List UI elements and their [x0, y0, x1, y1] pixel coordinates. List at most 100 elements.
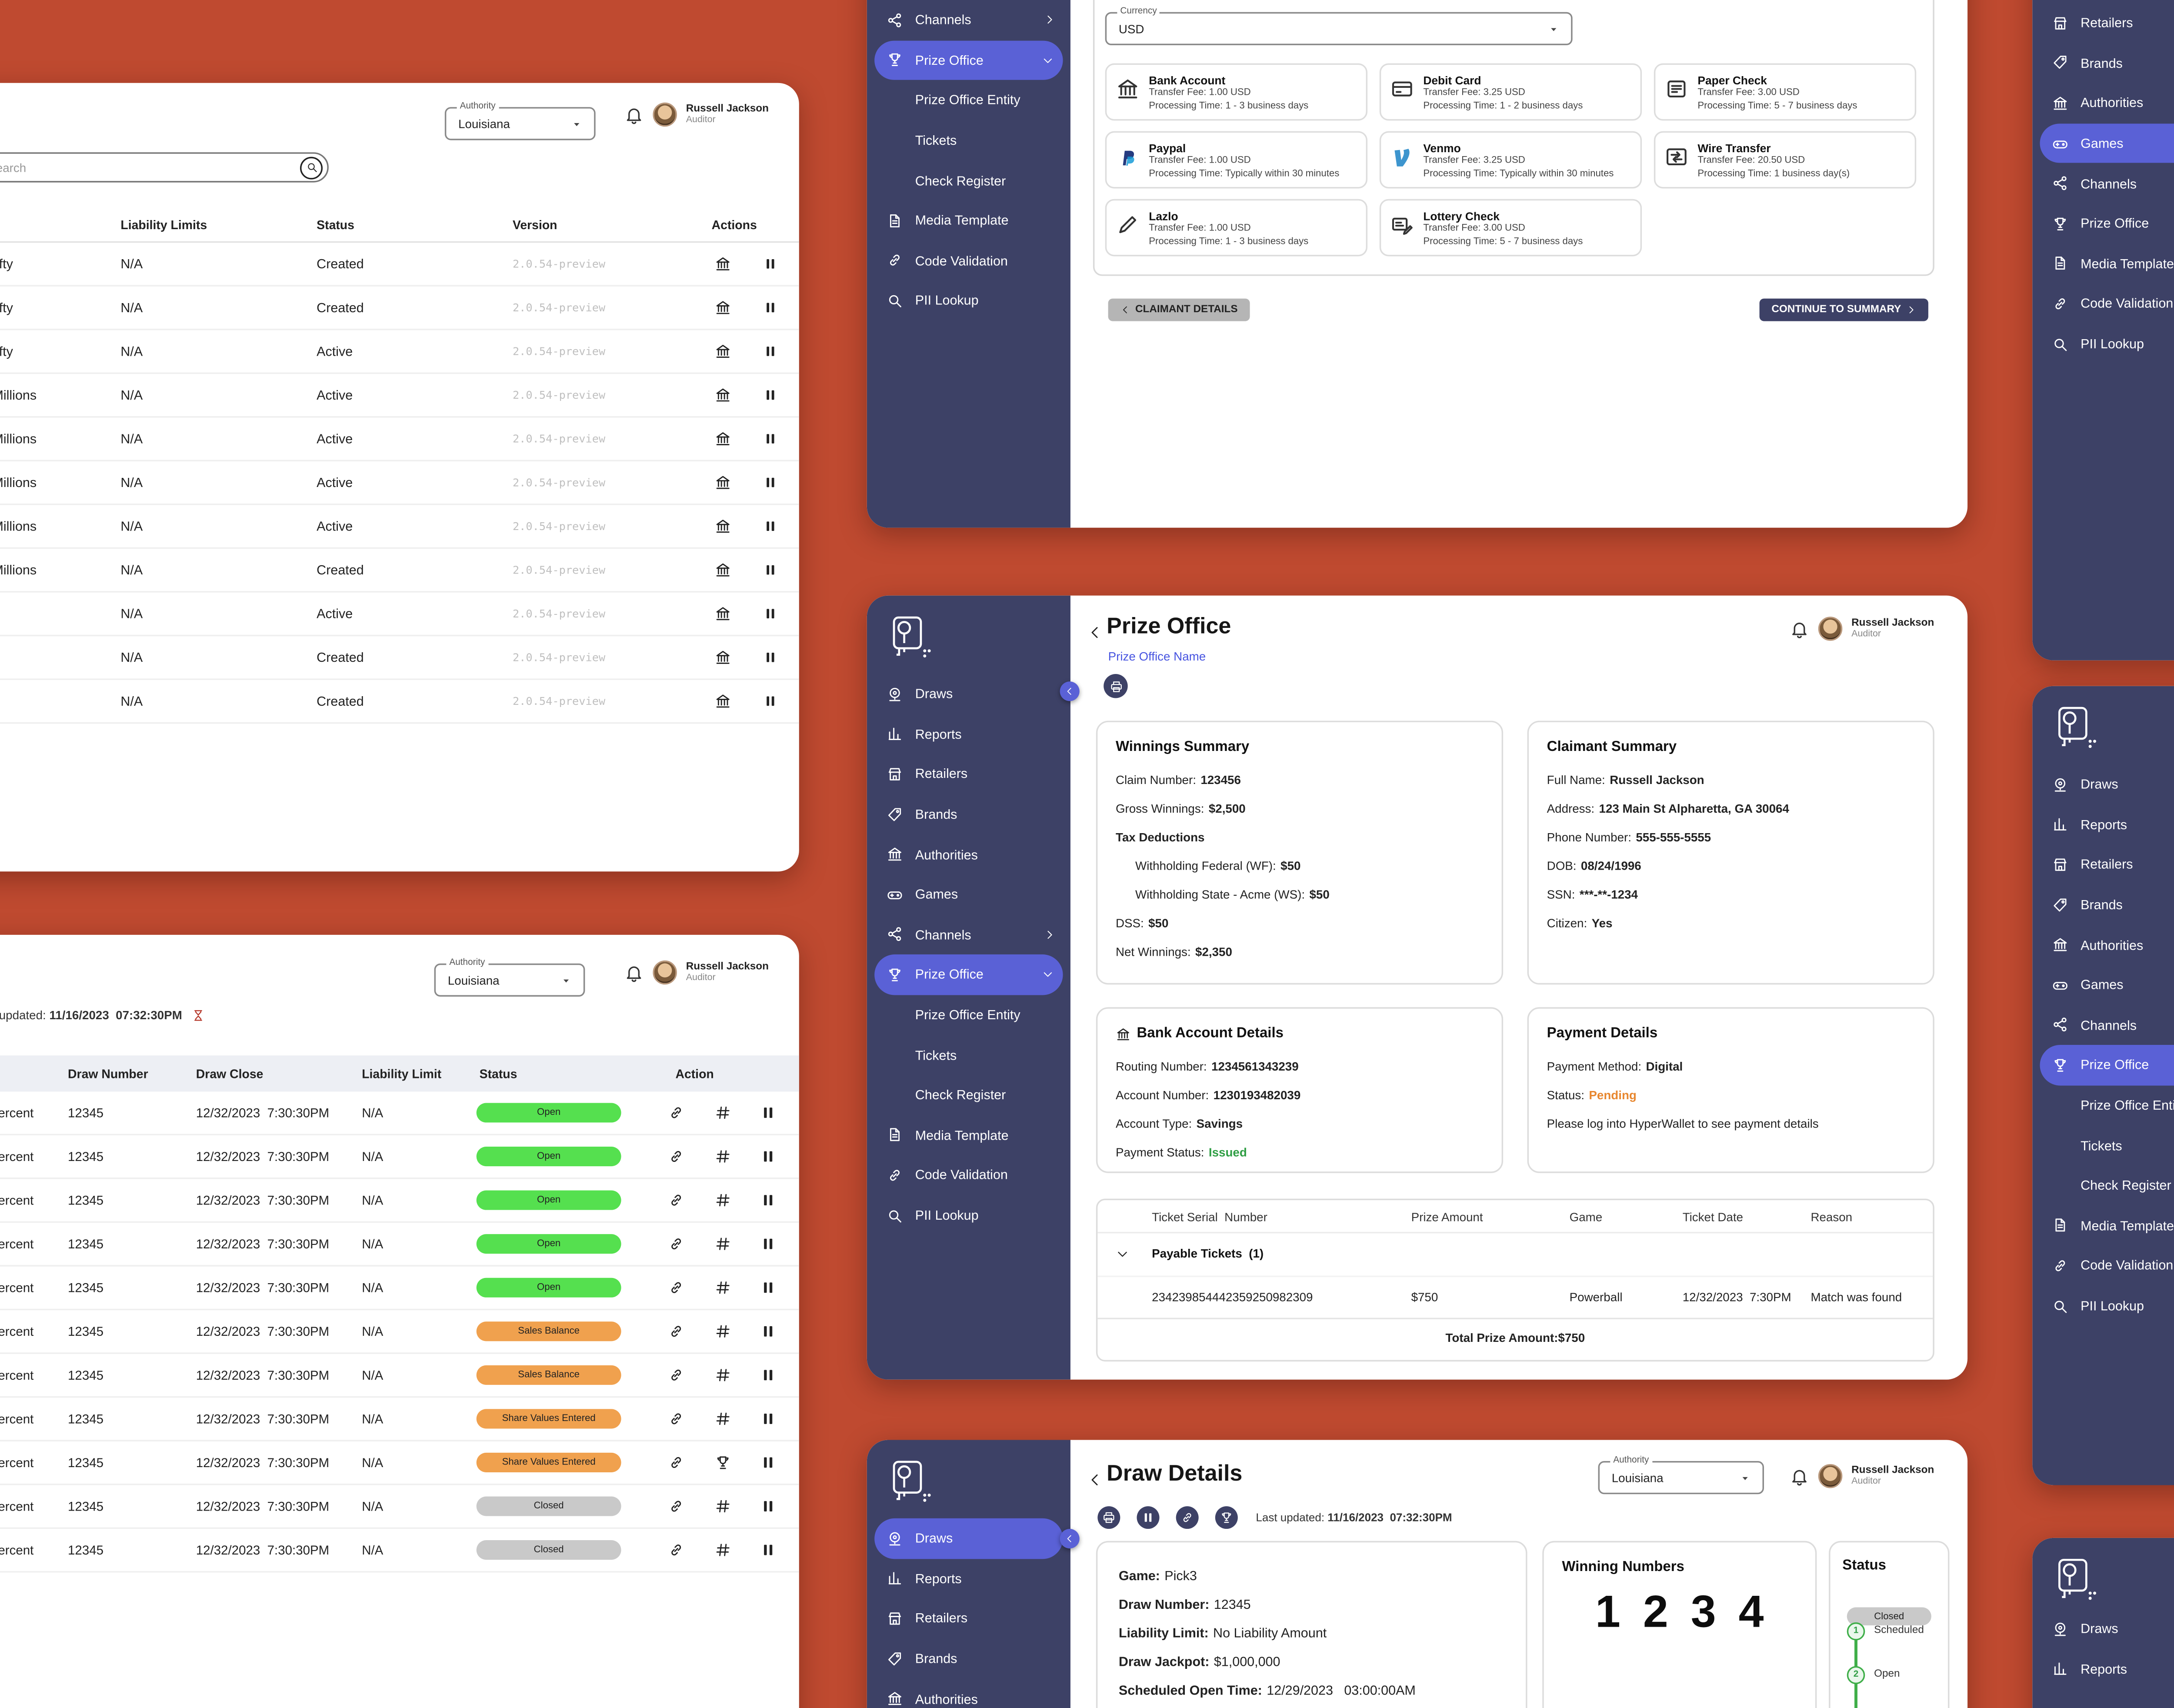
payment-method-card[interactable]: Paypal Transfer Fee: 1.00 USD Processing…	[1105, 131, 1368, 189]
bell-icon[interactable]	[624, 105, 644, 124]
user-menu[interactable]: Russell Jackson Auditor	[624, 102, 769, 127]
link-action-icon[interactable]	[668, 1411, 684, 1427]
authority-action-icon[interactable]	[715, 562, 731, 578]
sidebar-item[interactable]: Tickets	[867, 120, 1070, 160]
numbers-action-icon[interactable]	[715, 1323, 731, 1340]
sidebar-item[interactable]: Retailers	[2032, 3, 2174, 43]
sidebar-item[interactable]: Brands	[2032, 885, 2174, 925]
pause-action-icon[interactable]	[763, 256, 778, 271]
claimant-details-button[interactable]: CLAIMANT DETAILS	[1108, 298, 1250, 321]
authority-action-icon[interactable]	[715, 343, 731, 360]
sidebar-item[interactable]: Prize Office Entity	[2032, 1085, 2174, 1125]
payment-method-card[interactable]: Venmo Transfer Fee: 3.25 USD Processing …	[1379, 131, 1642, 189]
authority-action-icon[interactable]	[715, 256, 731, 272]
numbers-action-icon[interactable]	[715, 1148, 731, 1165]
expand-icon[interactable]	[1116, 1247, 1129, 1261]
sidebar-item[interactable]: Channels	[2032, 1005, 2174, 1045]
sidebar-item[interactable]: Reports	[2032, 1649, 2174, 1689]
link-action-icon[interactable]	[668, 1104, 684, 1121]
authority-action-icon[interactable]	[715, 649, 731, 666]
sidebar-item[interactable]: Authorities	[2032, 925, 2174, 965]
sidebar-item[interactable]: Brands	[867, 794, 1070, 834]
pause-action-icon[interactable]	[763, 606, 778, 621]
pause-action-icon[interactable]	[760, 1411, 777, 1427]
link-action-icon[interactable]	[668, 1323, 684, 1340]
numbers-action-icon[interactable]	[715, 1236, 731, 1252]
sidebar-item[interactable]: Prize Office	[874, 954, 1063, 995]
payment-method-card[interactable]: Debit Card Transfer Fee: 3.25 USD Proces…	[1379, 63, 1642, 121]
numbers-action-icon[interactable]	[715, 1454, 731, 1471]
sidebar-item[interactable]: Check Register	[867, 160, 1070, 200]
link-action-icon[interactable]	[668, 1542, 684, 1558]
avatar[interactable]	[1818, 1464, 1843, 1488]
authority-select[interactable]: Authority Louisiana	[444, 102, 596, 140]
sidebar-item[interactable]: Draws	[2032, 1609, 2174, 1649]
sidebar-item[interactable]: Channels	[867, 0, 1070, 40]
sidebar-item[interactable]: Reports	[867, 1558, 1070, 1598]
link-action-icon[interactable]	[668, 1367, 684, 1383]
authority-action-icon[interactable]	[715, 430, 731, 447]
sidebar-item[interactable]: Media Template	[2032, 1205, 2174, 1245]
sidebar-item[interactable]: Reports	[867, 714, 1070, 754]
pause-action-icon[interactable]	[760, 1542, 777, 1558]
sidebar-item[interactable]: Draws	[874, 1518, 1063, 1558]
authority-select[interactable]: Authority Louisiana	[1598, 1456, 1764, 1494]
sidebar-item[interactable]: Prize Office	[2040, 1045, 2174, 1085]
currency-select[interactable]: Currency USD	[1105, 7, 1573, 46]
payment-method-card[interactable]: Paper Check Transfer Fee: 3.00 USD Proce…	[1654, 63, 1917, 121]
sidebar-item[interactable]: Games	[2040, 123, 2174, 163]
sidebar-item[interactable]: Check Register	[867, 1075, 1070, 1115]
sidebar-item[interactable]: Retailers	[867, 754, 1070, 794]
sidebar-item[interactable]: Prize Office	[2032, 203, 2174, 244]
pause-action-icon[interactable]	[763, 431, 778, 447]
authority-select[interactable]: Authority Louisiana	[434, 959, 585, 997]
authority-action-icon[interactable]	[715, 387, 731, 403]
sidebar-collapse-button[interactable]	[1060, 1529, 1080, 1549]
payment-method-card[interactable]: Bank Account Transfer Fee: 1.00 USD Proc…	[1105, 63, 1368, 121]
sidebar-item[interactable]: Tickets	[867, 1035, 1070, 1075]
numbers-action-icon[interactable]	[715, 1411, 731, 1427]
link-action-icon[interactable]	[668, 1148, 684, 1165]
user-menu[interactable]: Russell Jackson Auditor	[624, 960, 769, 985]
authority-action-icon[interactable]	[715, 605, 731, 622]
pause-action-icon[interactable]	[763, 344, 778, 359]
sidebar-item[interactable]: Authorities	[867, 1679, 1070, 1708]
authority-action-icon[interactable]	[715, 518, 731, 534]
sidebar-item[interactable]: PII Lookup	[2032, 1286, 2174, 1326]
payment-method-card[interactable]: Wire Transfer Transfer Fee: 20.50 USD Pr…	[1654, 131, 1917, 189]
sidebar-item[interactable]: Media Template	[867, 200, 1070, 240]
continue-to-summary-button[interactable]: CONTINUE TO SUMMARY	[1759, 298, 1928, 321]
sidebar-item[interactable]: Authorities	[867, 834, 1070, 874]
numbers-action-icon[interactable]	[715, 1498, 731, 1515]
winning-numbers-button[interactable]	[1215, 1506, 1238, 1529]
pause-action-icon[interactable]	[760, 1454, 777, 1471]
link-action-icon[interactable]	[668, 1192, 684, 1208]
print-button[interactable]	[1097, 1506, 1120, 1529]
pause-action-icon[interactable]	[760, 1367, 777, 1383]
bell-icon[interactable]	[1790, 619, 1809, 638]
sidebar-item[interactable]: Code Validation	[2032, 1246, 2174, 1286]
print-button[interactable]	[1104, 674, 1128, 698]
numbers-action-icon[interactable]	[715, 1192, 731, 1208]
pause-action-icon[interactable]	[763, 562, 778, 577]
back-button[interactable]	[1087, 1471, 1104, 1488]
pause-action-icon[interactable]	[760, 1498, 777, 1515]
pause-action-icon[interactable]	[760, 1236, 777, 1252]
search-button[interactable]	[300, 156, 323, 179]
sidebar-item[interactable]: Games	[2032, 965, 2174, 1005]
numbers-action-icon[interactable]	[715, 1367, 731, 1383]
sidebar-item[interactable]: Code Validation	[2032, 284, 2174, 324]
avatar[interactable]	[1818, 617, 1843, 641]
pause-action-icon[interactable]	[763, 387, 778, 403]
authority-action-icon[interactable]	[715, 299, 731, 316]
pause-action-icon[interactable]	[760, 1104, 777, 1121]
pause-action-icon[interactable]	[760, 1323, 777, 1340]
sidebar-item[interactable]: Prize Office Entity	[867, 80, 1070, 120]
sidebar-item[interactable]: Draws	[2032, 764, 2174, 804]
sidebar-item[interactable]: PII Lookup	[867, 1195, 1070, 1235]
link-action-icon[interactable]	[668, 1454, 684, 1471]
pause-action-icon[interactable]	[763, 475, 778, 490]
pause-action-icon[interactable]	[760, 1192, 777, 1208]
sidebar-item[interactable]: Brands	[2032, 43, 2174, 83]
user-menu[interactable]: Russell Jackson Auditor	[1790, 1464, 1934, 1488]
